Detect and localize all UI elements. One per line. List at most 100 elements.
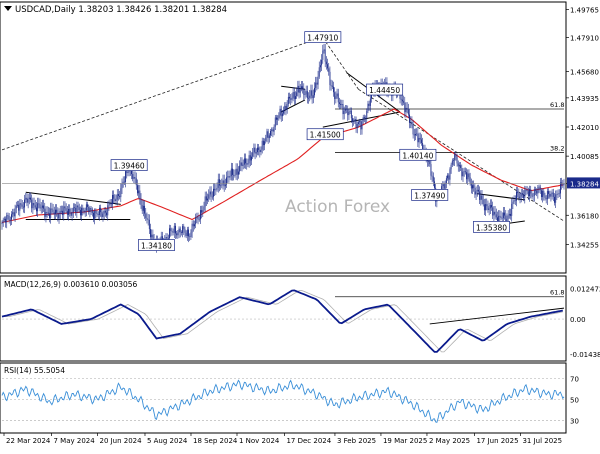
candle-body [21, 204, 23, 207]
candle [347, 105, 349, 121]
candle-body [551, 192, 553, 194]
candle [369, 95, 371, 112]
candle [350, 107, 352, 123]
candle [145, 208, 147, 222]
candle [460, 161, 462, 172]
candle [47, 206, 49, 217]
candle-body [26, 197, 28, 203]
candle [224, 178, 226, 190]
candle-body [334, 92, 336, 99]
candle [262, 137, 264, 151]
candle [202, 205, 204, 218]
candle-body [340, 103, 342, 105]
dropdown-arrow-icon[interactable] [4, 6, 12, 11]
candle-body [134, 177, 136, 179]
candle [268, 133, 270, 143]
candle-body [34, 205, 36, 208]
candle-body [300, 86, 302, 90]
candle [562, 179, 564, 188]
candle-body [458, 165, 460, 167]
candle [485, 198, 487, 217]
candle-body [493, 211, 495, 216]
candle-body [357, 122, 359, 124]
candle-body [246, 163, 248, 165]
candle-body [539, 186, 541, 191]
candle-body [30, 197, 31, 200]
candle-body [126, 171, 128, 174]
candle-body [410, 121, 412, 123]
candle [194, 220, 195, 230]
candle-body [550, 193, 552, 197]
candle-body [508, 213, 510, 216]
candle [14, 204, 16, 223]
label-text: 1.40140 [402, 151, 433, 160]
macd-title: MACD(12,26,9) 0.003610 0.003056 [4, 280, 138, 289]
candle-body [47, 212, 49, 214]
candle-body [46, 211, 48, 213]
candle [306, 85, 308, 104]
candle [340, 99, 342, 109]
candle-body [227, 176, 229, 178]
candle [494, 206, 496, 220]
candle [513, 195, 515, 205]
candle [367, 100, 369, 114]
candle [295, 91, 296, 105]
candle-body [347, 109, 349, 116]
candle [6, 212, 8, 229]
candle [478, 184, 479, 195]
candle [548, 188, 550, 199]
candle [355, 116, 357, 133]
candle [304, 88, 306, 99]
candle [183, 223, 185, 235]
candle-body [249, 155, 251, 161]
candle [11, 211, 12, 226]
candle-body [117, 194, 119, 196]
candle-body [499, 215, 501, 217]
candle [87, 201, 88, 212]
candle-body [451, 160, 453, 165]
candle [349, 107, 351, 114]
candle [40, 202, 42, 214]
candle [186, 226, 188, 241]
candle-body [470, 183, 472, 189]
candle-body [85, 204, 87, 211]
candle [248, 150, 250, 168]
candle-body [167, 238, 169, 239]
candle [532, 193, 534, 202]
candle-body [348, 111, 350, 116]
candle-body [266, 131, 268, 138]
label-text: 1.37490 [414, 191, 445, 200]
candle [538, 184, 540, 193]
candle-body [257, 147, 258, 153]
date-axis-label: 1 Nov 2024 [239, 437, 280, 445]
candle [90, 206, 92, 215]
candle-body [152, 234, 154, 240]
candle-body [417, 133, 419, 143]
date-axis-label: 3 Feb 2025 [337, 437, 376, 445]
candle-body [40, 207, 42, 209]
candle [462, 168, 464, 182]
candle-body [289, 96, 290, 99]
candle [141, 199, 143, 214]
candle-body [114, 198, 116, 201]
candle-body [186, 229, 188, 236]
candle [142, 200, 144, 217]
fib-level-label: 61.8 [550, 289, 564, 297]
candle-body [480, 195, 482, 200]
candle [140, 193, 142, 209]
candle [517, 186, 519, 198]
date-axis-label: 22 Mar 2024 [6, 437, 51, 445]
candle [133, 171, 135, 184]
candle-body [507, 215, 509, 219]
candle [146, 212, 148, 224]
candle [192, 220, 194, 232]
candle [66, 205, 68, 220]
candle [215, 184, 217, 196]
price-level-label: 1.37490 [411, 189, 449, 201]
candle-body [66, 210, 68, 215]
price-panel-frame [0, 1, 567, 274]
candle [499, 210, 501, 222]
candle-body [416, 133, 418, 135]
date-axis-label: 2 May 2025 [429, 437, 470, 445]
candle-body [64, 206, 66, 209]
